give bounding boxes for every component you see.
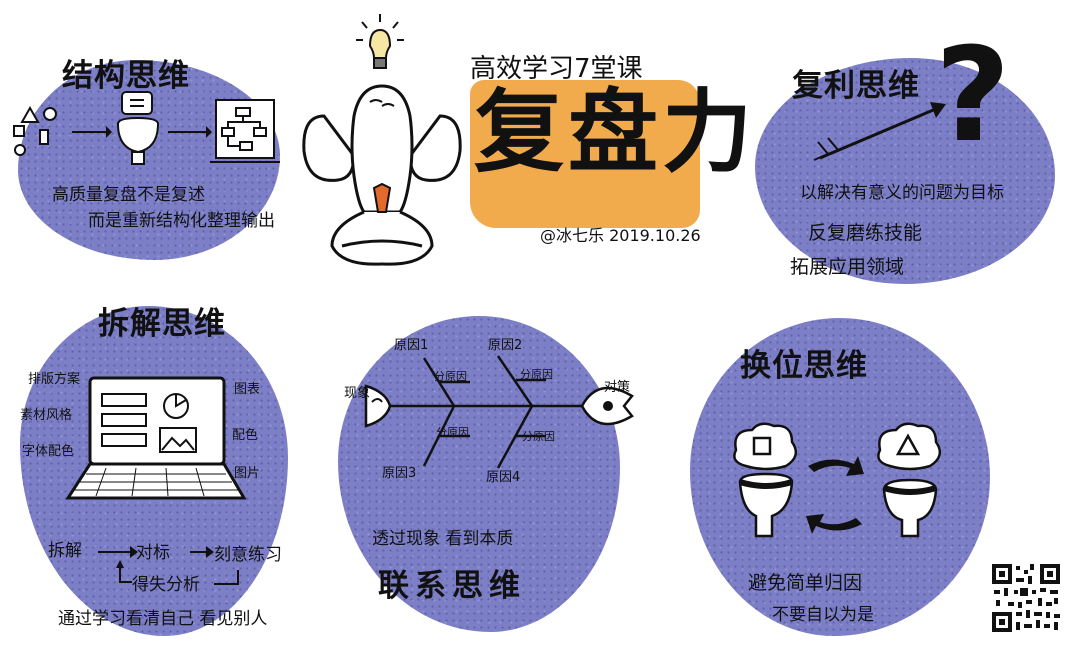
highlight-box: [470, 80, 700, 228]
elephant-illustration: [302, 84, 462, 266]
decompose-left-label-2: 素材风格: [20, 408, 73, 423]
question-mark-icon: ?: [935, 19, 1011, 171]
author-date: @冰七乐 2019.10.26: [540, 226, 701, 245]
transpose-line-1: 避免简单归因: [748, 572, 863, 594]
structure-line-1: 高质量复盘不是复述: [52, 185, 205, 205]
structure-line-2: 而是重新结构化整理输出: [88, 211, 275, 231]
cause-4: 原因4: [486, 470, 521, 485]
structure-title: 结构思维: [62, 58, 190, 94]
decompose-title: 拆解思维: [98, 306, 226, 342]
lightbulb-icon: [356, 14, 404, 69]
transpose-blob: [690, 318, 990, 636]
compound-line-3: 拓展应用领域: [790, 256, 905, 278]
decompose-right-label-1: 图表: [234, 382, 261, 397]
arrow-icon: [168, 126, 212, 138]
decompose-flow-4: 得失分析: [132, 575, 200, 595]
decompose-flow-1: 拆解: [48, 541, 82, 561]
course-subtitle: 高效学习7堂课: [470, 54, 643, 84]
head-thinking-icon: [116, 91, 160, 165]
flow-arrows-icon: [98, 546, 239, 585]
relation-blob: [338, 316, 620, 632]
cause-3: 原因3: [382, 466, 417, 481]
compound-line-1: 以解决有意义的问题为目标: [800, 183, 1004, 203]
relation-caption: 透过现象 看到本质: [372, 529, 514, 549]
structure-chart-icon: [210, 99, 280, 163]
compound-title: 复利思维: [792, 68, 920, 104]
transpose-title: 换位思维: [740, 348, 868, 384]
sub-cause-3: 分原因: [436, 426, 469, 439]
cause-2: 原因2: [488, 338, 523, 353]
arrow-icon: [72, 126, 112, 138]
transpose-line-2: 不要自以为是: [772, 605, 874, 625]
decompose-caption: 通过学习看清自己 看见别人: [58, 609, 268, 629]
decompose-right-label-3: 图片: [234, 466, 261, 481]
compound-line-2: 反复磨练技能: [808, 222, 923, 244]
qr-code-icon: [990, 562, 1062, 634]
fish-head-right: 对策: [604, 380, 631, 395]
swap-arrows-icon: [806, 456, 864, 534]
decompose-left-label-1: 排版方案: [28, 372, 81, 387]
sub-cause-2: 分原因: [520, 368, 553, 381]
arrow-icon: [813, 102, 946, 161]
laptop-icon: [65, 376, 247, 500]
decompose-flow-2: 对标: [136, 543, 170, 563]
head-triangle-icon: [877, 422, 942, 538]
fish-head-left: 现象: [344, 386, 371, 401]
structure-shapes-icon: [13, 105, 57, 156]
main-title: 复盘力: [474, 80, 756, 185]
decompose-right-label-2: 配色: [232, 428, 259, 443]
relation-title: 联系思维: [378, 568, 526, 604]
decompose-left-label-3: 字体配色: [22, 444, 75, 459]
compound-blob: [755, 58, 1055, 284]
sub-cause-4: 分原因: [522, 430, 555, 443]
cause-1: 原因1: [394, 338, 429, 353]
decompose-flow-3: 刻意练习: [214, 545, 282, 565]
sub-cause-1: 分原因: [434, 370, 467, 383]
fishbone-icon: [364, 355, 634, 469]
head-square-icon: [733, 422, 798, 538]
